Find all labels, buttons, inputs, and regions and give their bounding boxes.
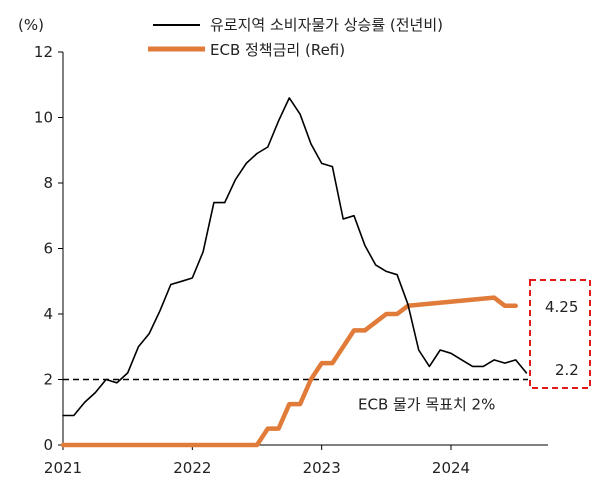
y-tick-label: 4 [43,305,53,323]
y-tick-label: 2 [43,371,53,389]
legend-label-inflation: 유로지역 소비자물가 상승률 (전년비) [210,16,443,34]
highlight-box [529,279,591,389]
y-axis-ticks: 0 2 4 6 8 10 12 [34,43,63,454]
x-tick-label: 2024 [432,459,470,477]
end-label-policy-rate: 4.25 [545,298,578,316]
y-unit-label: (%) [18,16,44,34]
target-reference-label: ECB 물가 목표치 2% [358,396,495,414]
end-label-inflation: 2.2 [555,361,579,379]
legend-label-policy-rate: ECB 정책금리 (Refi) [210,41,345,59]
y-tick-label: 0 [43,436,53,454]
axes [62,52,548,446]
series-line-inflation [62,97,528,417]
series-group [60,97,528,448]
x-axis-ticks: 2021 2022 2023 2024 [44,445,470,477]
y-tick-label: 10 [34,109,53,127]
x-tick-label: 2023 [303,459,341,477]
x-tick-label: 2022 [173,459,211,477]
y-tick-label: 8 [43,174,53,192]
y-tick-label: 6 [43,240,53,258]
series-line-policy-rate [60,295,518,448]
x-tick-label: 2021 [44,459,82,477]
legend: 유로지역 소비자물가 상승률 (전년비) ECB 정책금리 (Refi) [148,16,443,59]
y-tick-label: 12 [34,43,53,61]
